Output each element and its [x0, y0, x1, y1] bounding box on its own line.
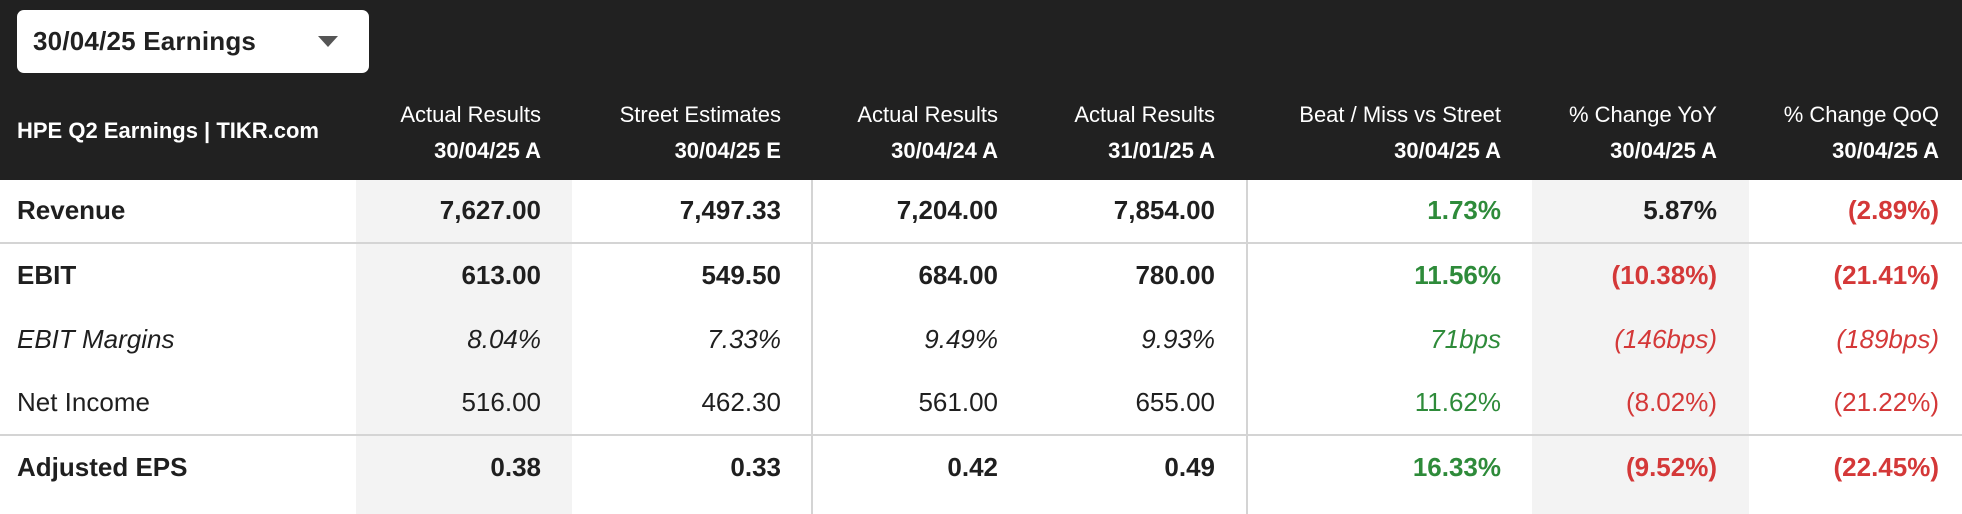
value-cell: 684.00 [918, 260, 998, 290]
value-cell: (21.41%) [1833, 260, 1940, 290]
caret-down-icon[interactable] [318, 36, 338, 47]
value-cell: 16.33% [1412, 452, 1501, 482]
value-cell: 655.00 [1135, 387, 1215, 417]
value-cell: 780.00 [1135, 260, 1215, 290]
value-cell: 8.04% [467, 324, 541, 354]
value-cell: (21.22%) [1833, 387, 1940, 417]
shaded-column-change-yoy [1532, 180, 1749, 514]
column-header-actual-prior-year: Actual Results 30/04/24 A [857, 102, 998, 163]
value-cell: 7.33% [707, 324, 781, 354]
column-header-change-yoy: % Change YoY 30/04/25 A [1568, 102, 1717, 163]
value-cell: 9.49% [924, 324, 998, 354]
value-cell: 462.30 [701, 387, 781, 417]
column-header-beat-miss: Beat / Miss vs Street 30/04/25 A [1299, 102, 1501, 163]
value-cell: (9.52%) [1625, 452, 1717, 482]
value-cell: 561.00 [918, 387, 998, 417]
value-cell: 549.50 [701, 260, 781, 290]
column-header-actual-current: Actual Results 30/04/25 A [400, 102, 541, 163]
value-cell: 11.62% [1414, 387, 1501, 417]
row-divider [0, 242, 1962, 244]
value-cell: (8.02%) [1625, 387, 1717, 417]
value-cell: 9.93% [1141, 324, 1215, 354]
value-cell: 11.56% [1414, 260, 1501, 290]
shaded-column-actual-current [356, 180, 572, 514]
row-label: Net Income [17, 387, 150, 417]
row-label: EBIT [17, 260, 77, 290]
value-cell: 1.73% [1427, 195, 1501, 225]
value-cell: 5.87% [1643, 195, 1717, 225]
row-label: Adjusted EPS [17, 452, 188, 482]
row-divider [0, 434, 1962, 436]
value-cell: (146bps) [1614, 324, 1717, 354]
value-cell: 71bps [1430, 324, 1501, 354]
column-header-street-estimates: Street Estimates 30/04/25 E [619, 102, 781, 163]
value-cell: 7,204.00 [896, 195, 998, 225]
value-cell: 613.00 [461, 260, 541, 290]
value-cell: (2.89%) [1847, 195, 1939, 225]
table-title: HPE Q2 Earnings | TIKR.com [17, 118, 319, 143]
value-cell: (189bps) [1836, 324, 1939, 354]
value-cell: 0.38 [490, 452, 541, 482]
column-header-actual-prior-quarter: Actual Results 31/01/25 A [1074, 102, 1215, 163]
value-cell: 0.42 [947, 452, 998, 482]
value-cell: 0.33 [730, 452, 781, 482]
value-cell: 7,627.00 [439, 195, 541, 225]
value-cell: 7,497.33 [679, 195, 781, 225]
value-cell: 7,854.00 [1113, 195, 1215, 225]
value-cell: 0.49 [1164, 452, 1215, 482]
value-cell: 516.00 [461, 387, 541, 417]
value-cell: (10.38%) [1611, 260, 1718, 290]
column-divider [811, 180, 813, 514]
row-label: Revenue [17, 195, 126, 225]
row-label: EBIT Margins [17, 324, 175, 354]
period-dropdown-label: 30/04/25 Earnings [33, 26, 257, 56]
value-cell: (22.45%) [1833, 452, 1940, 482]
column-header-change-qoq: % Change QoQ 30/04/25 A [1783, 102, 1939, 163]
period-dropdown[interactable]: 30/04/25 Earnings [17, 10, 369, 73]
column-divider [1246, 180, 1248, 514]
